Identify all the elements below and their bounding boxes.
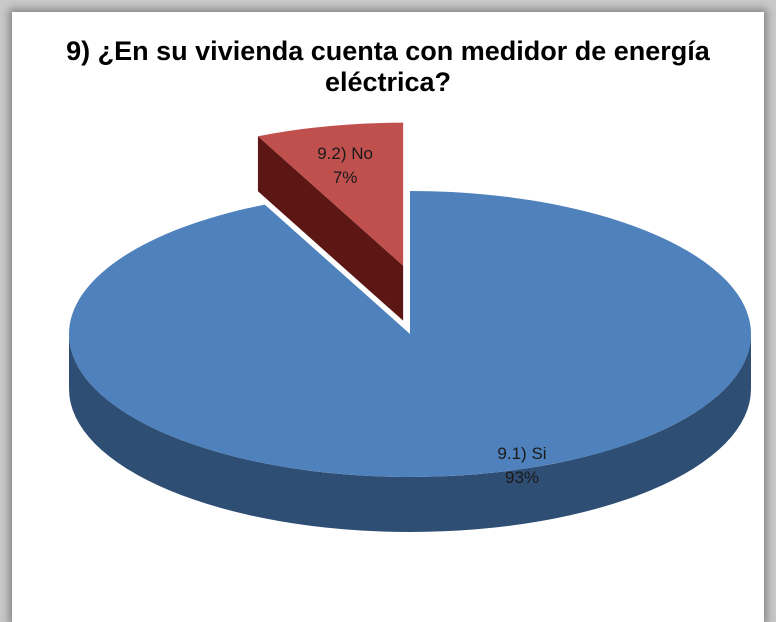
pie-chart: 9.2) No 7% 9.1) Si 93%: [68, 122, 752, 532]
slice-2-percent: 7%: [333, 168, 358, 187]
slice-1: 9.1) Si 93%: [68, 191, 752, 532]
chart-title: 9) ¿En su vivienda cuenta con medidor de…: [66, 36, 710, 97]
slice-2-top: [257, 122, 404, 266]
slice-1-percent: 93%: [505, 468, 539, 487]
slice-2-label: 9.2) No: [317, 144, 373, 163]
slice-1-label: 9.1) Si: [497, 444, 546, 463]
chart-panel: 9) ¿En su vivienda cuenta con medidor de…: [12, 12, 764, 622]
slice-2: 9.2) No 7%: [257, 122, 404, 321]
slice-1-side: [69, 334, 751, 532]
slice-2-wall-1: [257, 136, 404, 321]
slice-1-top: [68, 191, 752, 477]
